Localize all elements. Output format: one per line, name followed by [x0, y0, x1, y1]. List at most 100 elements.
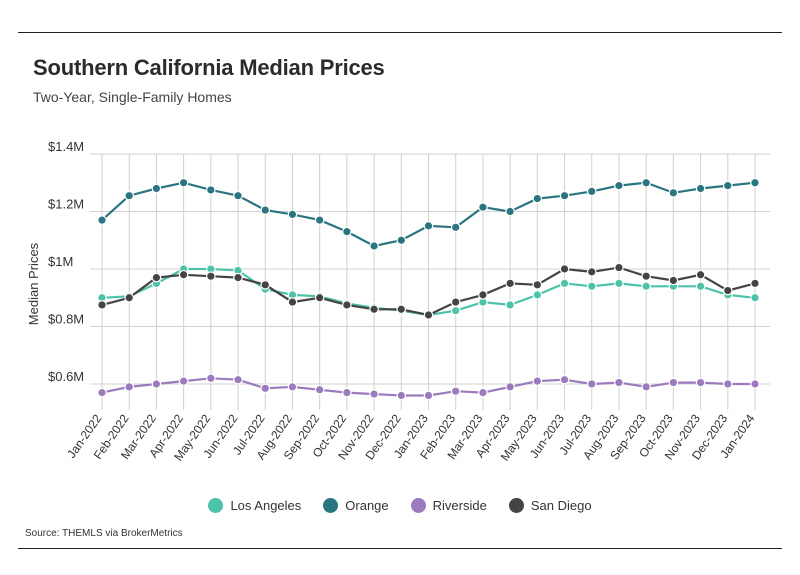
- data-point-orange: [206, 185, 216, 195]
- data-point-orange: [722, 180, 733, 191]
- y-axis-label: Median Prices: [26, 242, 41, 325]
- data-point-riverside: [532, 376, 543, 386]
- data-point-los-angeles: [532, 290, 543, 300]
- chart-title: Southern California Median Prices: [33, 55, 385, 80]
- data-point-riverside: [668, 377, 679, 388]
- data-point-san-diego: [260, 280, 271, 290]
- data-point-orange: [396, 235, 407, 246]
- chart-subtitle: Two-Year, Single-Family Homes: [33, 89, 232, 105]
- data-point-riverside: [478, 387, 488, 398]
- data-point-san-diego: [722, 285, 733, 296]
- legend-label: Orange: [345, 498, 389, 513]
- data-point-san-diego: [695, 269, 706, 280]
- data-point-orange: [423, 221, 434, 231]
- data-point-los-angeles: [505, 300, 515, 310]
- data-point-riverside: [423, 390, 434, 401]
- source-note: Source: THEMLS via BrokerMetrics: [25, 528, 183, 539]
- data-point-orange: [695, 183, 706, 194]
- data-point-riverside: [614, 377, 624, 388]
- data-point-los-angeles: [614, 278, 624, 289]
- legend-item-riverside: Riverside: [410, 498, 487, 513]
- data-point-riverside: [233, 374, 243, 385]
- data-point-san-diego: [559, 264, 570, 274]
- y-tick-label: $1M: [48, 254, 73, 269]
- data-point-riverside: [750, 379, 760, 389]
- data-point-orange: [124, 190, 135, 201]
- data-point-riverside: [505, 382, 515, 392]
- data-point-los-angeles: [450, 305, 461, 316]
- data-point-san-diego: [314, 292, 325, 303]
- legend-swatch: [208, 498, 224, 513]
- data-point-riverside: [342, 387, 352, 398]
- legend-label: Riverside: [432, 498, 487, 513]
- data-point-riverside: [695, 377, 706, 388]
- data-point-los-angeles: [586, 281, 597, 292]
- data-point-san-diego: [206, 271, 216, 281]
- y-tick-label: $0.6M: [48, 369, 84, 384]
- data-point-orange: [532, 193, 543, 204]
- data-point-riverside: [722, 379, 733, 389]
- data-point-orange: [233, 190, 243, 201]
- data-point-los-angeles: [750, 292, 760, 303]
- data-point-riverside: [97, 387, 107, 398]
- data-point-san-diego: [750, 278, 760, 289]
- legend-swatch: [410, 498, 426, 513]
- data-point-orange: [97, 215, 107, 225]
- data-point-san-diego: [178, 269, 189, 280]
- data-point-riverside: [151, 379, 162, 389]
- data-point-los-angeles: [695, 281, 706, 292]
- data-point-san-diego: [450, 297, 461, 307]
- legend-swatch: [323, 498, 339, 513]
- legend-swatch: [508, 498, 524, 513]
- y-tick-label: $1.2M: [48, 197, 84, 212]
- data-point-san-diego: [342, 300, 352, 310]
- data-point-orange: [478, 202, 488, 212]
- data-point-san-diego: [287, 297, 298, 307]
- data-point-san-diego: [668, 275, 679, 286]
- data-point-san-diego: [97, 300, 107, 310]
- data-point-san-diego: [532, 280, 543, 290]
- y-tick-label: $1.4M: [48, 139, 84, 154]
- data-point-riverside: [206, 373, 216, 384]
- data-point-riverside: [124, 382, 135, 392]
- chart-legend: Los Angeles Orange Riverside San Diego: [0, 498, 800, 513]
- data-point-san-diego: [396, 304, 407, 315]
- bottom-rule: [18, 548, 782, 549]
- data-point-orange: [369, 241, 379, 251]
- data-point-orange: [450, 222, 461, 233]
- legend-item-orange: Orange: [323, 498, 389, 513]
- data-point-san-diego: [505, 278, 515, 289]
- data-point-san-diego: [124, 292, 135, 303]
- data-point-orange: [586, 186, 597, 197]
- data-point-orange: [178, 177, 189, 188]
- data-point-los-angeles: [641, 281, 651, 292]
- data-point-riverside: [314, 384, 325, 395]
- data-point-orange: [559, 190, 570, 201]
- legend-item-los-angeles: Los Angeles: [208, 498, 301, 513]
- data-point-riverside: [396, 390, 407, 401]
- data-point-riverside: [260, 383, 271, 394]
- legend-item-san-diego: San Diego: [508, 498, 592, 513]
- data-point-riverside: [641, 382, 651, 392]
- data-point-riverside: [369, 389, 379, 399]
- legend-label: San Diego: [530, 498, 592, 513]
- data-point-orange: [641, 177, 651, 188]
- top-rule: [18, 32, 782, 33]
- data-point-orange: [151, 183, 162, 194]
- data-point-san-diego: [641, 271, 651, 281]
- data-point-san-diego: [369, 304, 379, 315]
- data-point-san-diego: [614, 262, 624, 273]
- data-point-riverside: [450, 386, 461, 396]
- data-point-riverside: [586, 379, 597, 389]
- data-point-san-diego: [478, 290, 488, 300]
- data-point-san-diego: [233, 272, 243, 283]
- data-point-orange: [505, 206, 515, 217]
- data-point-orange: [614, 180, 624, 191]
- data-point-orange: [260, 205, 271, 215]
- data-point-orange: [342, 226, 352, 237]
- data-point-orange: [314, 215, 325, 225]
- data-point-riverside: [559, 374, 570, 385]
- data-point-san-diego: [586, 267, 597, 277]
- data-point-san-diego: [423, 310, 434, 320]
